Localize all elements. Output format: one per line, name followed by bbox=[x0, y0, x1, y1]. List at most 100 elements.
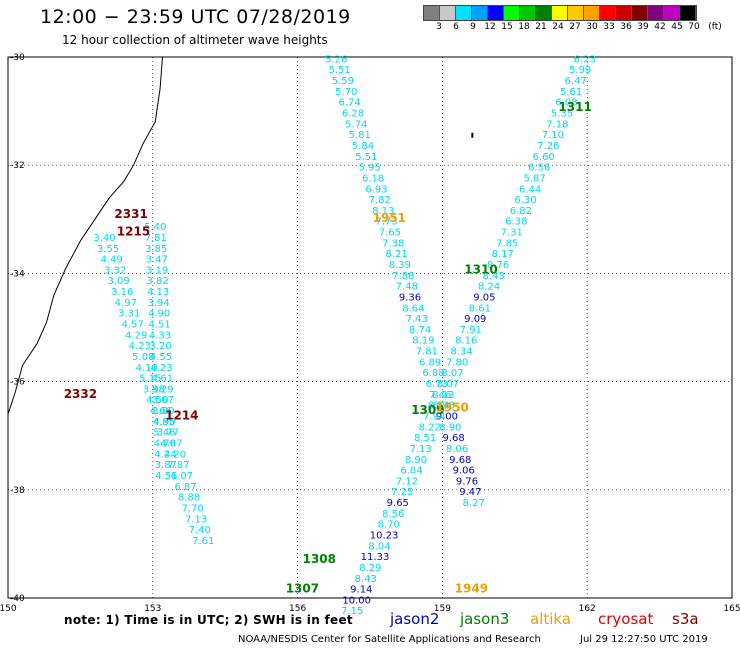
wave-height-label: 4.13 bbox=[147, 287, 169, 298]
wave-height-label: 5.74 bbox=[345, 119, 367, 130]
wave-height-label: 7.61 bbox=[192, 536, 214, 547]
wave-height-label: 5.26 bbox=[325, 54, 347, 65]
satellite-legend-item: s3a bbox=[672, 610, 699, 628]
color-legend bbox=[423, 5, 697, 21]
wave-height-label: 8.70 bbox=[378, 520, 400, 531]
wave-height-label: 7.10 bbox=[542, 130, 564, 141]
plot-border bbox=[7, 56, 733, 599]
wave-height-label: 4.50 bbox=[146, 395, 168, 406]
pass-time-label: 2332 bbox=[64, 387, 97, 401]
wave-height-label: 6.88 bbox=[422, 368, 444, 379]
legend-tick-label: 18 bbox=[518, 22, 530, 32]
wave-height-label: 9.09 bbox=[464, 314, 486, 325]
legend-swatch bbox=[664, 6, 680, 20]
wave-height-label: 7.85 bbox=[496, 238, 518, 249]
wave-height-label: 7.25 bbox=[391, 487, 413, 498]
wave-height-label: 7.43 bbox=[406, 314, 428, 325]
wave-height-label: 6.28 bbox=[342, 109, 364, 120]
x-tick-label: 153 bbox=[144, 604, 161, 614]
wave-height-label: 9.47 bbox=[459, 487, 481, 498]
pass-time-label: 1308 bbox=[303, 552, 336, 566]
wave-height-label: 3.77 bbox=[157, 428, 179, 439]
wave-height-label: 4.57 bbox=[122, 320, 144, 331]
wave-height-label: 7.82 bbox=[369, 195, 391, 206]
wave-height-label: 3.87 bbox=[155, 460, 177, 471]
wave-height-label: 3.82 bbox=[146, 276, 168, 287]
wave-height-label: 8.19 bbox=[412, 336, 434, 347]
legend-tick-label: 27 bbox=[569, 22, 581, 32]
wave-height-label: 6.98 bbox=[432, 401, 454, 412]
wave-height-label: 3.16 bbox=[111, 287, 133, 298]
wave-height-label: 7.26 bbox=[537, 141, 559, 152]
wave-height-label: 4.85 bbox=[153, 417, 175, 428]
wave-height-label: 3.94 bbox=[147, 298, 169, 309]
wave-height-label: 9.76 bbox=[456, 476, 478, 487]
legend-tick-label: 36 bbox=[620, 22, 632, 32]
wave-height-label: 10.23 bbox=[370, 531, 399, 542]
wave-height-label: 7.70 bbox=[181, 503, 203, 514]
island-marker bbox=[471, 132, 474, 138]
legend-swatch bbox=[600, 6, 616, 20]
wave-height-label: 7.91 bbox=[460, 325, 482, 336]
wave-height-label: 5.51 bbox=[355, 152, 377, 163]
pass-time-label: 1311 bbox=[558, 100, 591, 114]
pass-time-label: 1310 bbox=[464, 262, 497, 276]
y-tick-label: -30 bbox=[10, 53, 25, 63]
wave-height-label: 3.40 bbox=[93, 233, 115, 244]
wave-height-label: 3.85 bbox=[145, 244, 167, 255]
wave-height-label: 10.00 bbox=[342, 595, 371, 606]
wave-height-label: 6.87 bbox=[174, 482, 196, 493]
wave-height-label: 5.99 bbox=[569, 65, 591, 76]
credit: NOAA/NESDIS Center for Satellite Applica… bbox=[238, 634, 541, 645]
pass-time-label: 1949 bbox=[455, 582, 488, 596]
wave-height-label: 4.90 bbox=[153, 417, 175, 428]
track-c: 5.265.515.595.706.746.285.745.815.845.51… bbox=[325, 54, 485, 509]
wave-height-label: 7.48 bbox=[396, 282, 418, 293]
map-subtitle: 12 hour collection of altimeter wave hei… bbox=[62, 33, 328, 47]
wave-height-label: 11.33 bbox=[361, 552, 390, 563]
wave-height-label: 8.74 bbox=[428, 401, 450, 412]
wave-height-label: 8.21 bbox=[385, 249, 407, 260]
wave-height-label: 3.80 bbox=[152, 406, 174, 417]
wave-height-label: 7.12 bbox=[396, 476, 418, 487]
wave-height-label: 6.44 bbox=[519, 184, 541, 195]
wave-height-label: 3.09 bbox=[107, 276, 129, 287]
legend-tick-label: 70 bbox=[688, 22, 700, 32]
wave-height-label: 7.18 bbox=[546, 119, 568, 130]
legend-swatch bbox=[632, 6, 648, 20]
wave-height-label: 3.20 bbox=[149, 341, 171, 352]
wave-height-label: 8.16 bbox=[455, 336, 477, 347]
wave-height-label: 8.27 bbox=[463, 498, 485, 509]
wave-height-label: 4.24 bbox=[154, 449, 176, 460]
wave-height-label: 6.56 bbox=[528, 163, 550, 174]
wave-height-label: 5.51 bbox=[328, 65, 350, 76]
wave-height-label: 4.55 bbox=[150, 352, 172, 363]
wave-height-label: 5.84 bbox=[352, 141, 374, 152]
pass-time-label: 2331 bbox=[114, 207, 147, 221]
legend-swatch bbox=[440, 6, 456, 20]
legend-tick-label: 24 bbox=[552, 22, 564, 32]
pass-time-label: 1307 bbox=[286, 582, 319, 596]
wave-height-label: 4.33 bbox=[149, 330, 171, 341]
coastline bbox=[7, 56, 163, 415]
wave-height-label: 4.90 bbox=[148, 309, 170, 320]
wave-height-label: 8.43 bbox=[482, 271, 504, 282]
satellite-legend-item: cryosat bbox=[598, 610, 654, 628]
wave-height-label: 6.73 bbox=[426, 379, 448, 390]
wave-height-label: 8.13 bbox=[432, 390, 454, 401]
wave-height-label: 9.00 bbox=[436, 412, 458, 423]
wave-height-label: 4.87 bbox=[160, 439, 182, 450]
wave-height-label: 6.74 bbox=[338, 98, 360, 109]
wave-height-label: 9.06 bbox=[453, 466, 475, 477]
wave-height-label: 8.07 bbox=[441, 368, 463, 379]
wave-height-label: 7.46 bbox=[429, 390, 451, 401]
wave-height-label: 3.47 bbox=[146, 255, 168, 266]
wave-height-label: 7.40 bbox=[189, 525, 211, 536]
wave-height-label: 9.05 bbox=[473, 292, 495, 303]
wave-height-label: 8.76 bbox=[487, 260, 509, 271]
wave-height-label: 9.36 bbox=[399, 292, 421, 303]
wave-height-label: 5.35 bbox=[551, 109, 573, 120]
legend-tick-label: 42 bbox=[654, 22, 666, 32]
wave-height-label: 5.08 bbox=[132, 352, 154, 363]
legend-swatch bbox=[456, 6, 472, 20]
